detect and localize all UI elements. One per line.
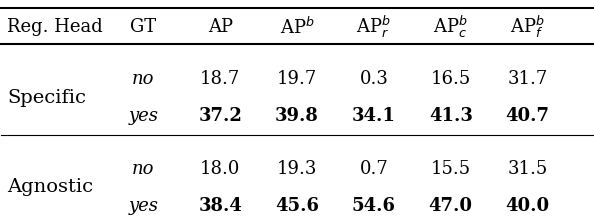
Text: no: no bbox=[132, 160, 154, 178]
Text: 31.5: 31.5 bbox=[507, 160, 548, 178]
Text: 40.0: 40.0 bbox=[505, 197, 549, 215]
Text: 0.7: 0.7 bbox=[359, 160, 388, 178]
Text: 45.6: 45.6 bbox=[275, 197, 319, 215]
Text: AP$^{b}$: AP$^{b}$ bbox=[280, 16, 314, 38]
Text: 18.0: 18.0 bbox=[200, 160, 241, 178]
Text: 38.4: 38.4 bbox=[198, 197, 242, 215]
Text: 19.7: 19.7 bbox=[277, 70, 317, 89]
Text: AP$^{b}_{r}$: AP$^{b}_{r}$ bbox=[356, 14, 391, 40]
Text: 16.5: 16.5 bbox=[431, 70, 471, 89]
Text: 37.2: 37.2 bbox=[198, 107, 242, 125]
Text: 34.1: 34.1 bbox=[352, 107, 396, 125]
Text: AP$^{b}_{f}$: AP$^{b}_{f}$ bbox=[510, 14, 545, 40]
Text: AP: AP bbox=[208, 18, 233, 36]
Text: Specific: Specific bbox=[7, 89, 86, 107]
Text: 40.7: 40.7 bbox=[505, 107, 549, 125]
Text: Agnostic: Agnostic bbox=[7, 178, 93, 196]
Text: 0.3: 0.3 bbox=[359, 70, 388, 89]
Text: no: no bbox=[132, 70, 154, 89]
Text: 18.7: 18.7 bbox=[200, 70, 240, 89]
Text: GT: GT bbox=[130, 18, 156, 36]
Text: 31.7: 31.7 bbox=[507, 70, 548, 89]
Text: 47.0: 47.0 bbox=[429, 197, 473, 215]
Text: 19.3: 19.3 bbox=[277, 160, 317, 178]
Text: 41.3: 41.3 bbox=[429, 107, 473, 125]
Text: Reg. Head: Reg. Head bbox=[7, 18, 103, 36]
Text: yes: yes bbox=[128, 197, 158, 215]
Text: AP$^{b}_{c}$: AP$^{b}_{c}$ bbox=[433, 14, 468, 40]
Text: 54.6: 54.6 bbox=[352, 197, 396, 215]
Text: 39.8: 39.8 bbox=[275, 107, 319, 125]
Text: 15.5: 15.5 bbox=[431, 160, 471, 178]
Text: yes: yes bbox=[128, 107, 158, 125]
